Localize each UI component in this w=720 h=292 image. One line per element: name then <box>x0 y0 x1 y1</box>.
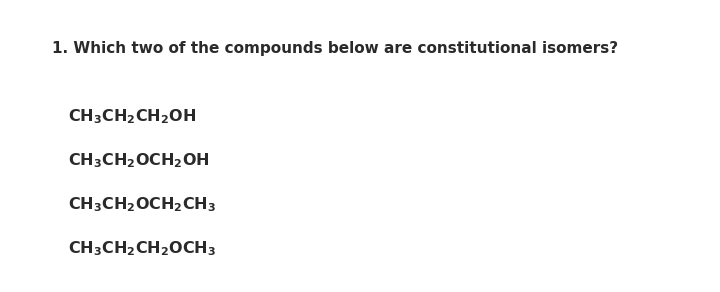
Text: $\mathregular{CH_3CH_2CH_2OH}$: $\mathregular{CH_3CH_2CH_2OH}$ <box>68 107 197 126</box>
Text: $\mathregular{CH_3CH_2OCH_2OH}$: $\mathregular{CH_3CH_2OCH_2OH}$ <box>68 151 210 170</box>
Text: 1. Which two of the compounds below are constitutional isomers?: 1. Which two of the compounds below are … <box>52 41 618 56</box>
Text: $\mathregular{CH_3CH_2OCH_2CH_3}$: $\mathregular{CH_3CH_2OCH_2CH_3}$ <box>68 195 217 214</box>
Text: $\mathregular{CH_3CH_2CH_2OCH_3}$: $\mathregular{CH_3CH_2CH_2OCH_3}$ <box>68 239 217 258</box>
